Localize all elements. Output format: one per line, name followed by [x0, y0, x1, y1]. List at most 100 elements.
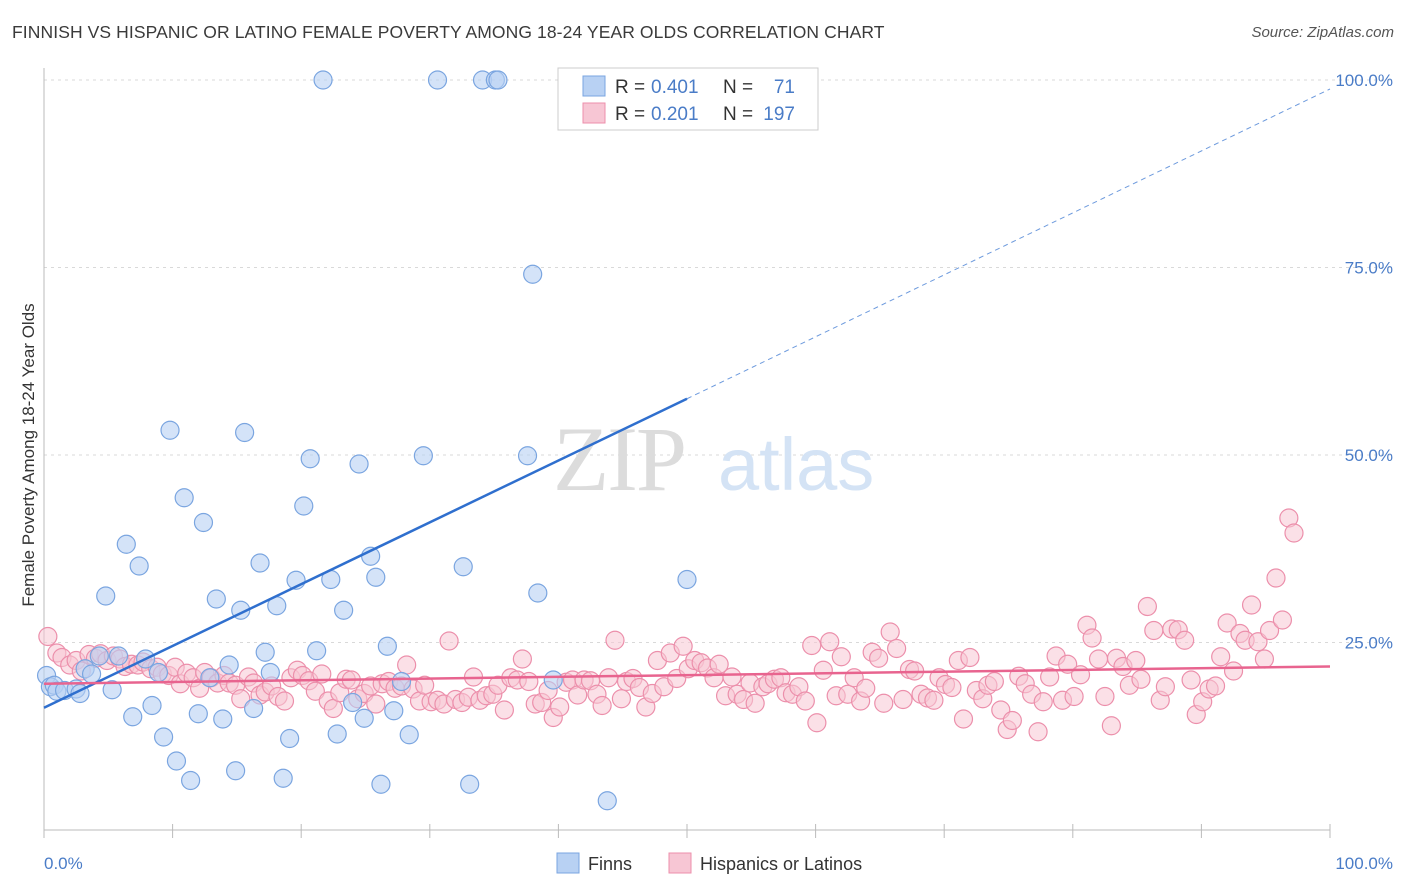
hispanics-point [598, 668, 619, 688]
finns-point [181, 770, 201, 791]
legend: R = 0.401 N = 71 R = 0.201 N = 197 [557, 67, 819, 131]
y-tick-label: 50.0% [1345, 446, 1393, 465]
finns-point [108, 646, 129, 666]
hispanics-point [1259, 620, 1280, 641]
hispanics-trend-line [43, 665, 1331, 685]
finns-point [528, 583, 548, 603]
finns-point [399, 725, 419, 745]
finns-point [427, 70, 448, 90]
legend-r-label-finns: R = [615, 77, 645, 98]
finns-point [102, 680, 122, 700]
hispanics-point [1095, 686, 1115, 707]
finns-point [349, 454, 369, 474]
finns-point [327, 724, 347, 744]
finns-point [81, 664, 102, 684]
hispanics-point [1064, 686, 1084, 707]
finns-point [334, 600, 354, 620]
hispanics-point [605, 630, 625, 650]
bottom-legend-swatch-hisp [668, 852, 692, 874]
y-axis-label: Female Poverty Among 18-24 Year Olds [19, 303, 38, 606]
hispanics-point [984, 671, 1004, 692]
finns-point [235, 422, 255, 443]
finns-point [366, 567, 386, 587]
hispanics-point [709, 654, 729, 674]
finns-point [250, 553, 270, 573]
hispanics-point [802, 635, 822, 656]
trend-lines [43, 88, 1331, 709]
legend-n-value-hisp: 197 [763, 104, 795, 125]
hispanics-point [942, 677, 962, 698]
finns-point [488, 70, 508, 90]
hispanics-point [415, 675, 435, 695]
finns-trend-extension [686, 88, 1331, 400]
hispanics-point [856, 678, 876, 698]
finns-point [116, 534, 136, 554]
finns-point [166, 751, 187, 771]
hispanics-point [1040, 667, 1060, 687]
hispanics-point [1254, 649, 1275, 669]
finns-point [273, 768, 293, 788]
finns-point [219, 655, 239, 675]
finns-point [160, 420, 180, 440]
hispanics-point [366, 694, 386, 714]
hispanics-point [1284, 523, 1304, 543]
finns-point [294, 496, 314, 516]
watermark: ZIP atlas [553, 408, 874, 510]
hispanics-point [38, 626, 58, 647]
hispanics-point [1223, 661, 1244, 681]
y-tick-labels: 25.0% 50.0% 75.0% 100.0% [1335, 71, 1393, 653]
finns-trend-line [43, 397, 688, 709]
finns-point [523, 264, 543, 284]
legend-r-value-finns: 0.401 [651, 77, 699, 98]
hispanics-point [1002, 710, 1022, 731]
hispanics-point [1126, 650, 1146, 671]
finns-point [677, 569, 697, 590]
hispanics-point [1217, 613, 1237, 633]
watermark-atlas: atlas [718, 423, 874, 506]
legend-n-value-finns: 71 [774, 77, 795, 98]
hispanics-point [519, 671, 539, 692]
bottom-legend-swatch-finns [556, 852, 580, 874]
x-tick-label-max: 100.0% [1335, 854, 1393, 873]
finns-point [543, 670, 563, 690]
hispanics-point [722, 667, 742, 687]
hispanics-point [312, 664, 332, 684]
hispanics-point [893, 689, 913, 710]
finns-point [213, 709, 233, 729]
hispanics-point [1248, 632, 1268, 652]
hispanics-point [673, 636, 693, 656]
hispanics-point [231, 689, 251, 709]
hispanics-point [880, 622, 900, 642]
hispanics-point [274, 691, 295, 711]
y-tick-label: 100.0% [1335, 71, 1393, 90]
hispanics-points [38, 508, 1304, 742]
hispanics-point [1088, 649, 1109, 669]
hispanics-point [831, 647, 851, 667]
hispanics-point [611, 689, 632, 709]
gridlines [44, 79, 1395, 643]
y-tick-label: 75.0% [1345, 259, 1393, 278]
finns-point [206, 589, 226, 609]
hispanics-point [807, 713, 827, 733]
hispanics-point [1272, 610, 1293, 630]
finns-point [354, 708, 374, 728]
finns-point [255, 642, 275, 662]
finns-point [460, 774, 480, 794]
finns-point [89, 646, 109, 666]
finns-point [377, 636, 397, 656]
hispanics-point [439, 631, 459, 651]
finns-points [36, 70, 697, 811]
x-tick-label-min: 0.0% [44, 854, 83, 873]
finns-point [226, 761, 246, 781]
hispanics-point [953, 709, 974, 729]
watermark-zip: ZIP [553, 408, 685, 510]
hispanics-point [960, 647, 980, 668]
legend-swatch-finns [582, 75, 606, 97]
finns-point [280, 728, 300, 749]
hispanics-point [1131, 669, 1151, 689]
hispanics-point [874, 693, 894, 713]
finns-point [371, 774, 391, 794]
source-label: Source: ZipAtlas.com [1251, 24, 1394, 41]
finns-point [244, 698, 264, 719]
